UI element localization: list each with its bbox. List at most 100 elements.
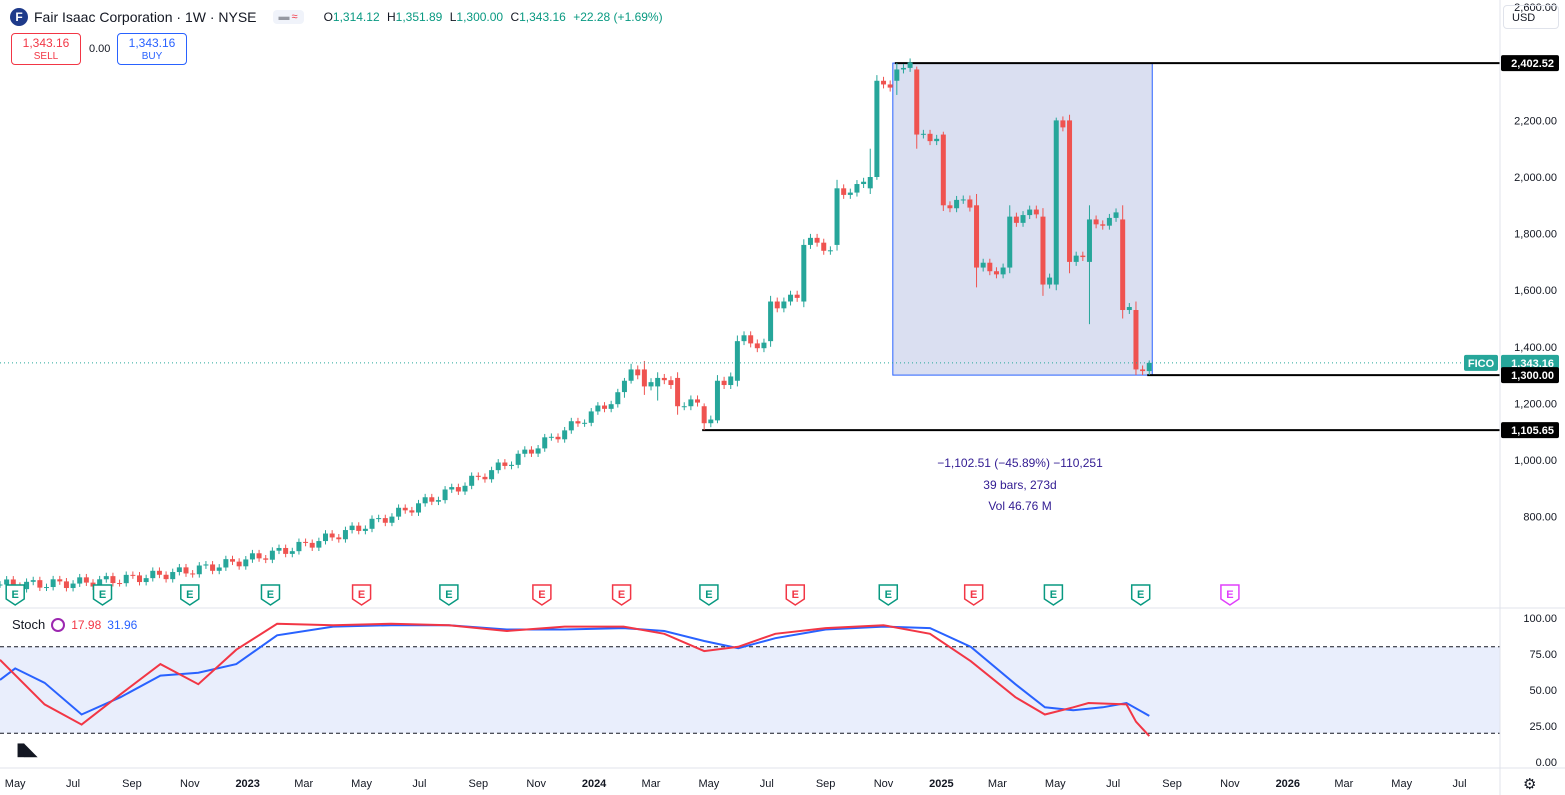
earnings-marker-icon: E bbox=[92, 584, 113, 606]
candle bbox=[263, 558, 269, 560]
candle bbox=[695, 399, 701, 403]
candle bbox=[661, 377, 667, 381]
candle bbox=[761, 342, 767, 349]
time-axis-label: Sep bbox=[816, 778, 836, 790]
candle bbox=[269, 550, 275, 560]
candle bbox=[542, 437, 548, 449]
earnings-badge bbox=[180, 584, 200, 606]
candle bbox=[156, 570, 162, 575]
candle bbox=[1093, 219, 1099, 225]
candle bbox=[854, 184, 860, 193]
candle bbox=[568, 421, 574, 431]
candle bbox=[137, 575, 143, 583]
candle bbox=[30, 580, 36, 582]
tradingview-logo-icon[interactable]: ▮◣ bbox=[16, 739, 38, 759]
earnings-marker-icon: E bbox=[180, 584, 200, 606]
candle bbox=[734, 341, 740, 381]
earnings-badge bbox=[785, 584, 806, 606]
candle bbox=[342, 530, 348, 540]
time-axis-label: Jul bbox=[1106, 778, 1120, 790]
candle bbox=[535, 448, 541, 454]
market-status-pill[interactable]: ▬ ≈ bbox=[272, 10, 304, 24]
price-tag-support: 1,105.65 bbox=[1511, 425, 1554, 437]
candle bbox=[402, 507, 408, 511]
candle bbox=[349, 525, 355, 531]
candle bbox=[788, 294, 794, 302]
candle bbox=[382, 518, 388, 523]
close-value: 1,343.16 bbox=[519, 10, 566, 24]
candle bbox=[442, 489, 448, 501]
change-value: +22.28 (+1.69%) bbox=[573, 10, 663, 24]
candle bbox=[1146, 362, 1152, 372]
stoch-legend[interactable]: Stoch 17.98 31.96 bbox=[12, 617, 137, 632]
sell-button[interactable]: 1,343.16 SELL bbox=[11, 33, 81, 65]
candle bbox=[1000, 267, 1006, 275]
time-axis-label: Nov bbox=[874, 778, 894, 790]
candle bbox=[70, 583, 76, 589]
earnings-letter: E bbox=[705, 589, 712, 601]
candle bbox=[827, 250, 833, 252]
buy-button[interactable]: 1,343.16 BUY bbox=[117, 33, 187, 65]
candle bbox=[44, 587, 50, 589]
candle bbox=[1040, 216, 1046, 285]
stoch-k-value: 17.98 bbox=[71, 617, 102, 632]
price-axis-label: 1,200.00 bbox=[1514, 398, 1557, 410]
candle bbox=[794, 294, 800, 298]
earnings-badge bbox=[439, 584, 459, 606]
candle bbox=[1060, 120, 1066, 128]
candle bbox=[236, 561, 242, 567]
candle bbox=[522, 449, 528, 454]
price-axis-label: 1,800.00 bbox=[1514, 229, 1557, 241]
candle bbox=[555, 436, 561, 440]
earnings-marker-icon: E bbox=[351, 584, 372, 606]
candle bbox=[847, 192, 853, 195]
candle bbox=[97, 579, 103, 587]
time-axis-label: Mar bbox=[1334, 778, 1353, 790]
candle bbox=[914, 69, 920, 135]
earnings-letter: E bbox=[618, 589, 625, 601]
candle bbox=[130, 574, 136, 576]
price-tags-layer: 2,402.52 1,343.161,300.00 1,105.65 FICO bbox=[1464, 55, 1559, 439]
price-axis-label: 1,000.00 bbox=[1514, 455, 1557, 467]
candle bbox=[409, 510, 415, 513]
symbol-title[interactable]: Fair Isaac Corporation · 1W · NYSE bbox=[34, 9, 257, 25]
candle bbox=[993, 271, 999, 275]
candle bbox=[602, 405, 608, 409]
candle bbox=[987, 262, 993, 272]
time-axis-label: May bbox=[5, 778, 26, 790]
candle bbox=[681, 406, 687, 408]
candle bbox=[974, 205, 980, 268]
candle bbox=[887, 84, 893, 88]
candle bbox=[927, 133, 933, 142]
candle bbox=[728, 376, 734, 386]
indicator-settings-icon[interactable] bbox=[51, 617, 66, 632]
earnings-letter: E bbox=[885, 589, 892, 601]
time-axis-label: Jul bbox=[412, 778, 426, 790]
candle bbox=[655, 377, 661, 387]
time-axis-label: Sep bbox=[469, 778, 489, 790]
currency-selector[interactable]: USD bbox=[1503, 5, 1559, 29]
candle bbox=[920, 133, 926, 135]
stoch-label: Stoch bbox=[12, 617, 46, 632]
earnings-marker-icon: E bbox=[785, 584, 806, 606]
stoch-d-value: 31.96 bbox=[107, 617, 138, 632]
candle bbox=[867, 177, 873, 189]
candle bbox=[449, 487, 455, 490]
earnings-letter: E bbox=[186, 589, 193, 601]
candle bbox=[396, 507, 402, 517]
candle bbox=[748, 335, 754, 344]
price-tag-high: 2,402.52 bbox=[1511, 58, 1554, 70]
candle bbox=[967, 199, 973, 208]
gear-icon[interactable]: ⚙ bbox=[1523, 776, 1537, 793]
measure-label-volume: Vol 46.76 M bbox=[988, 499, 1051, 513]
earnings-badge bbox=[611, 584, 632, 606]
time-axis-label: Sep bbox=[1162, 778, 1182, 790]
stoch-axis-label: 50.00 bbox=[1529, 685, 1557, 697]
earnings-badge bbox=[878, 584, 899, 606]
candle bbox=[482, 476, 488, 480]
candle bbox=[123, 574, 129, 584]
candle bbox=[1047, 277, 1053, 285]
candle bbox=[323, 533, 329, 542]
